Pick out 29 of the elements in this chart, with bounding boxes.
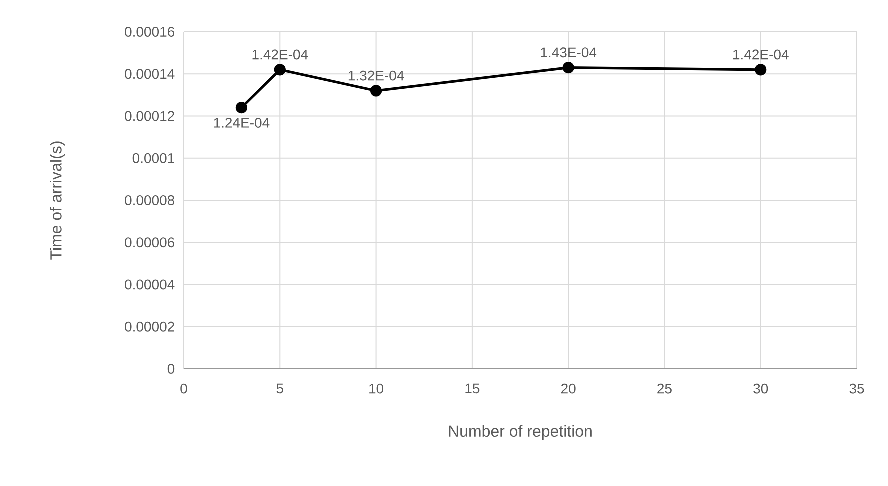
data-label: 1.42E-04 — [252, 50, 308, 60]
point — [370, 85, 382, 97]
y-tick-label: 0.00012 — [125, 111, 174, 122]
data-label: 1.32E-04 — [348, 70, 404, 81]
x-tick-label: 35 — [850, 384, 864, 394]
point — [755, 64, 767, 76]
x-tick-label: 5 — [276, 384, 284, 394]
data-label: 1.42E-04 — [734, 50, 789, 60]
y-tick-label: 0.00016 — [125, 27, 175, 37]
x-tick-label: 10 — [370, 384, 384, 394]
x-axis-title: Number of repetition — [449, 425, 592, 440]
y-tick-label: 0.0001 — [132, 153, 174, 164]
y-axis-title: Time of arrival(s) — [50, 142, 65, 260]
x-tick-label: 25 — [658, 384, 672, 394]
y-tick-label: 0 — [168, 364, 175, 374]
data-label: 1.24E-04 — [214, 118, 270, 128]
y-tick-label: 0.00014 — [125, 69, 175, 80]
y-tick-label: 0.00006 — [125, 238, 175, 248]
y-tick-label: 0.00002 — [125, 322, 174, 332]
point — [236, 102, 248, 114]
x-tick-label: 20 — [561, 384, 576, 394]
data-label: 1.43E-04 — [541, 48, 597, 58]
x-tick-label: 15 — [466, 384, 480, 394]
x-tick-label: 0 — [180, 384, 188, 394]
y-tick-label: 0.00008 — [125, 196, 175, 206]
point — [562, 62, 574, 74]
y-tick-label: 0.00004 — [125, 280, 175, 290]
x-tick-label: 30 — [754, 384, 768, 394]
point — [274, 64, 286, 76]
